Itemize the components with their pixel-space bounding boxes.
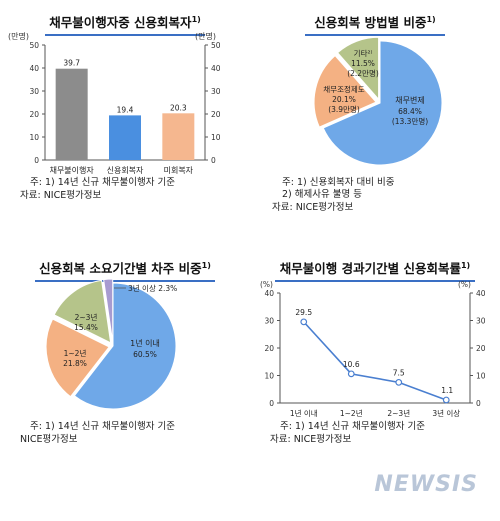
data-point (347, 370, 355, 378)
y-tick-label: 20 (264, 344, 274, 353)
y-tick-label: 50 (29, 41, 39, 50)
y-tick-label: 30 (29, 87, 39, 96)
y-tick-label: 30 (264, 317, 274, 326)
chart-title: 채무불이행 경과기간별 신용회복률1) (250, 258, 500, 282)
slice-pct: 15.4% (74, 323, 98, 332)
y-tick-label: 40 (29, 64, 39, 73)
panel-recovery-rate-line: 채무불이행 경과기간별 신용회복률1) (%) (%) 0 0 10 10 20 20 30 30… (250, 250, 500, 500)
pie-slice (45, 318, 110, 398)
chart-title: 신용회복 소요기간별 차주 비중1) (0, 258, 250, 282)
y-axis-label-left: (%) (260, 280, 273, 289)
chart-source: 자료: NICE평가정보 (270, 434, 352, 445)
y-tick-label-right: 0 (476, 399, 481, 408)
pie-slice (103, 278, 114, 343)
x-tick-label: 채무불이행자 (50, 165, 95, 175)
x-tick-label: 3년 이상 (432, 408, 460, 418)
slice-label: 1~2년 (64, 348, 87, 358)
y-tick-label: 0 (269, 399, 274, 408)
slice-pct: 11.5% (351, 59, 375, 68)
data-label: 7.5 (393, 368, 405, 377)
chart-source: NICE평가정보 (20, 434, 78, 445)
y-tick-label-right: 0 (211, 156, 216, 165)
pie-slice (322, 40, 443, 166)
x-tick-label: 신용회복자 (107, 166, 144, 175)
bar (162, 113, 195, 160)
y-tick-label: 0 (34, 156, 39, 165)
y-tick-label-right: 10 (211, 133, 221, 142)
data-point (442, 396, 450, 404)
chart-note-1: 주: 1) 신용회복자 대비 비중 (282, 177, 395, 188)
slice-count: (3.9만명) (328, 104, 360, 114)
bar-chart: (만명) (만명) 0 0 10 10 20 20 30 30 40 40 50 50 39.7 채무불이행자… (8, 31, 221, 175)
pie-slice (53, 279, 112, 344)
slice-pct: 68.4% (398, 107, 422, 116)
chart-source: 자료: NICE평가정보 (20, 190, 102, 201)
series-line (303, 321, 447, 401)
slice-pct: 20.1% (332, 95, 356, 104)
chart-note-1: 주: 1) 14년 신규 채무불이행자 기준 (30, 421, 176, 432)
y-tick-label: 20 (29, 110, 39, 119)
y-tick-label-right: 20 (211, 110, 221, 119)
data-label: 1.1 (441, 386, 453, 395)
slice-label: 기타²⁾ (354, 49, 373, 58)
bar (55, 68, 88, 160)
y-tick-label: 10 (29, 133, 39, 142)
y-tick-label-right: 10 (476, 372, 486, 381)
slice-pct: 21.8% (63, 359, 87, 368)
x-tick-label: 2~3년 (387, 408, 410, 418)
slice-label: 3년 이상 2.3% (128, 283, 177, 293)
y-tick-label-right: 30 (211, 87, 221, 96)
data-label: 20.3 (170, 103, 187, 112)
slice-count: (13.3만명) (392, 116, 428, 126)
panel-duration-pie: 신용회복 소요기간별 차주 비중1) 1년 이내 60.5% 1~2년 21.8% 2~… (0, 250, 250, 500)
y-tick-label-right: 20 (476, 344, 486, 353)
chart-title: 신용회복 방법별 비중1) (250, 12, 500, 36)
panel-method-pie: 신용회복 방법별 비중1) 채무변제 68.4% (13.3만명) 채무조정제도 20.… (250, 0, 500, 240)
slice-label: 2~3년 (75, 312, 98, 322)
pie-slice (73, 282, 177, 410)
slice-label: 채무조정제도 (323, 84, 364, 94)
data-point (300, 318, 308, 326)
chart-note-1: 주: 1) 14년 신규 채무불이행자 기준 (30, 177, 176, 188)
data-label: 39.7 (63, 59, 80, 68)
y-axis-label-left: (만명) (8, 31, 29, 41)
y-tick-label-right: 40 (211, 64, 221, 73)
x-tick-label: 1년 이내 (290, 408, 318, 418)
slice-label: 1년 이내 (130, 338, 160, 348)
panel-recovered-bar: 채무불이행자중 신용회복자1) (만명) (만명) 0 0 10 10 20 20 30 30 40… (0, 0, 250, 240)
chart-note-1: 주: 1) 14년 신규 채무불이행자 기준 (280, 421, 426, 432)
chart-source: 자료: NICE평가정보 (272, 202, 354, 213)
x-tick-label: 1~2년 (340, 408, 363, 418)
y-tick-label: 40 (264, 289, 274, 298)
watermark-logo: NEWSIS (374, 472, 478, 497)
y-tick-label-right: 40 (476, 289, 486, 298)
x-tick-label: 미회복자 (164, 166, 194, 175)
slice-pct: 60.5% (133, 350, 157, 359)
y-tick-label-right: 30 (476, 317, 486, 326)
y-tick-label-right: 50 (211, 41, 221, 50)
chart-note-2: 2) 해제사유 불명 등 (282, 189, 362, 200)
data-label: 10.6 (343, 360, 360, 369)
chart-title: 채무불이행자중 신용회복자1) (0, 12, 250, 36)
line-chart: (%) (%) 0 0 10 10 20 20 30 30 40 40 29.5 1년 이내 10.6 1~2… (260, 280, 486, 418)
data-label: 29.5 (295, 308, 312, 317)
slice-label: 채무변제 (395, 95, 424, 105)
pie-slice (336, 36, 380, 101)
data-label: 19.4 (117, 105, 134, 114)
y-axis-label-right: (만명) (195, 31, 216, 41)
y-axis-label-right: (%) (458, 280, 471, 289)
data-point (395, 378, 403, 386)
bar (109, 115, 141, 160)
slice-count: (2.2만명) (347, 68, 379, 78)
pie-slice (313, 54, 377, 128)
y-tick-label: 10 (264, 372, 274, 381)
